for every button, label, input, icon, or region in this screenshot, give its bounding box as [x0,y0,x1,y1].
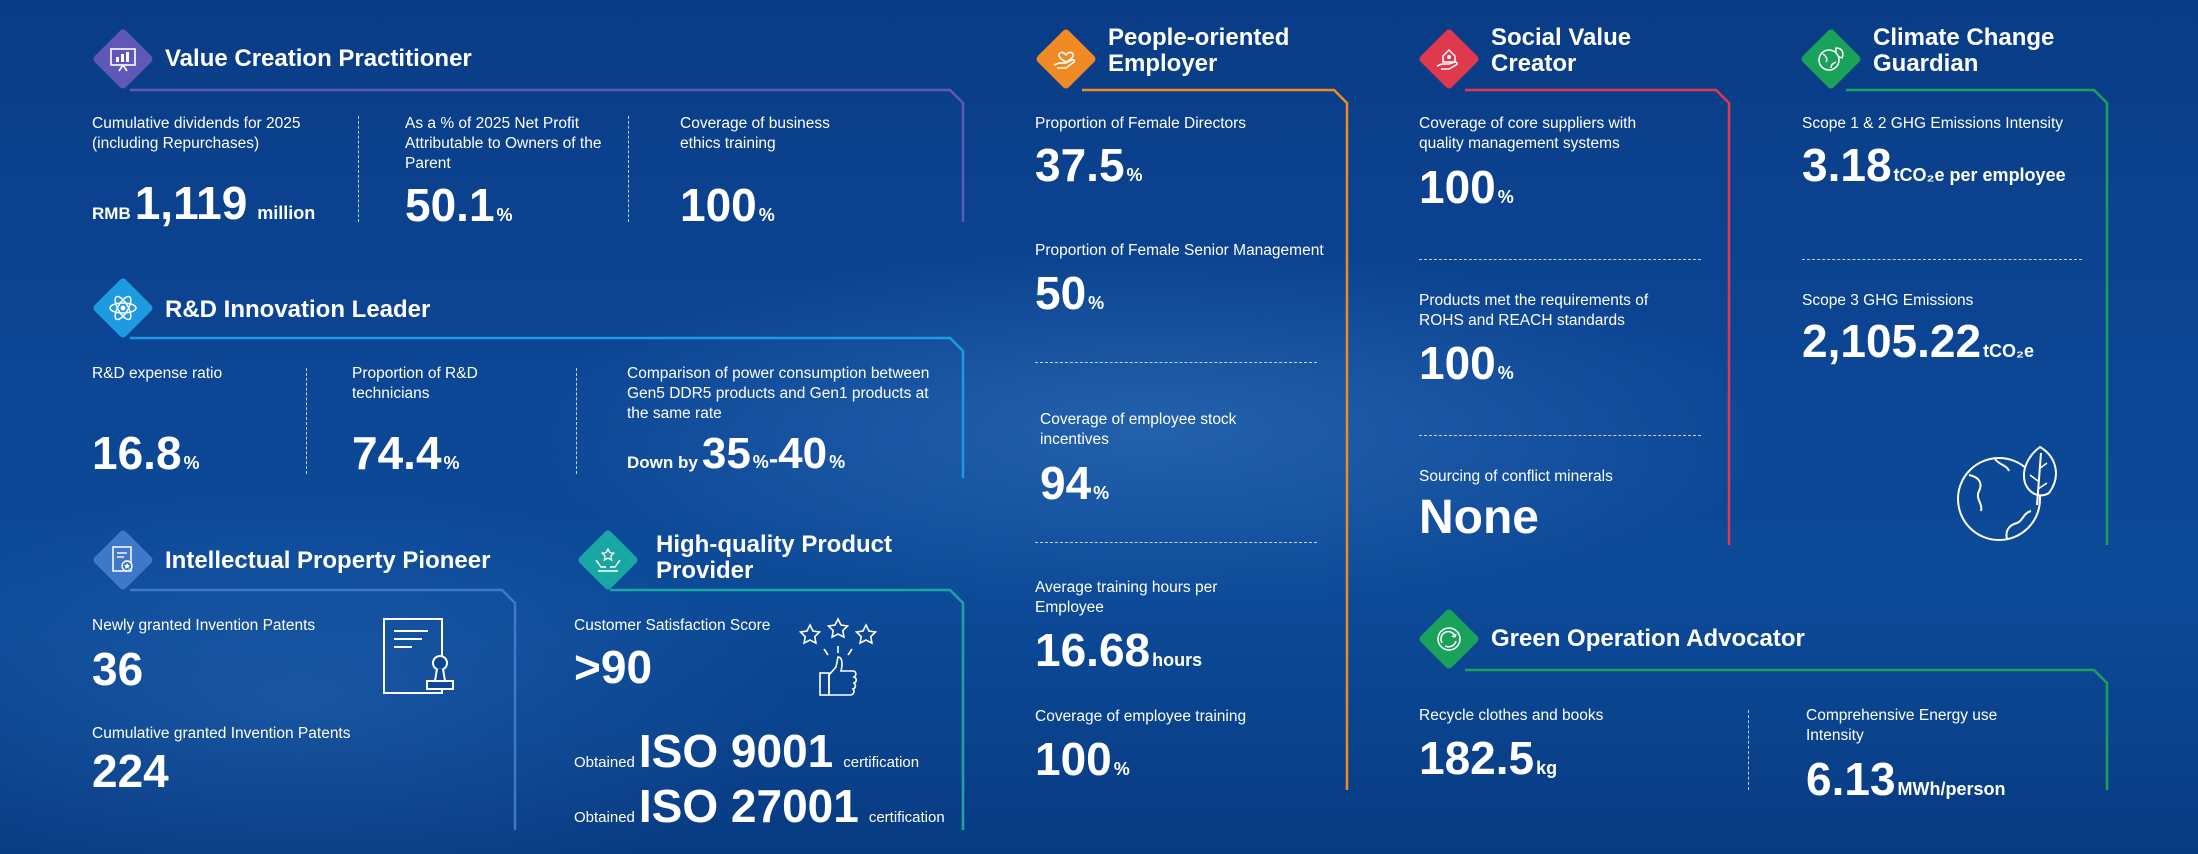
metric-value: 74.4% [352,427,460,479]
metric-label: Proportion of Female Directors [1035,115,1247,132]
metric-label: Recycle clothes and books [1419,707,1604,724]
metric-value: 94% [1040,457,1110,509]
chart-board-icon [110,48,136,72]
hand-heart-icon [1053,51,1076,69]
climate-badge [1799,27,1863,91]
divider [1035,362,1317,363]
quality-badge [576,528,640,592]
metric-label: Proportion of Female Senior Management [1035,242,1324,259]
metric-value: 50.1% [405,179,513,231]
recycle-icon [1437,627,1461,651]
section-title: Climate Change Guardian [1873,24,2055,77]
metric-label: R&D expense ratio [92,365,223,382]
value-creation-badge [91,27,155,91]
divider [1419,259,1701,260]
metric-label: Newly granted Invention Patents [92,617,316,634]
metric-label: Cumulative granted Invention Patents [92,725,351,742]
metric-value: 16.8% [92,427,200,479]
globe-leaf-icon [1818,47,1844,71]
metric-value: 50% [1035,267,1105,319]
metric-value: Down by35 %-40% [627,429,846,478]
metric-label: Coverage of core suppliers with quality … [1419,115,1637,152]
metric-label: Customer Satisfaction Score [574,617,771,634]
metric-value: >90 [574,641,653,693]
certificate-icon [112,546,133,572]
metric-label: Comparison of power consumption between … [627,365,930,422]
people-badge [1034,27,1098,91]
people-frame [1082,88,1349,790]
metric-value: None [1419,491,1539,544]
metric-value: 6.13 MWh/person [1806,753,2006,805]
metric-label: Coverage of employee stock incentives [1040,411,1237,448]
divider [306,368,307,474]
metric-label: Proportion of R&D technicians [352,365,478,402]
hands-star-icon [595,547,621,572]
ip-badge [91,528,155,592]
iso-9001-certification: ObtainedISO 9001 certification [574,725,920,777]
metric-label: Comprehensive Energy use Intensity [1806,707,1998,744]
patent-document-icon [383,618,454,694]
section-title: Intellectual Property Pioneer [165,547,491,574]
metric-label: Cumulative dividends for 2025 (including… [92,115,301,152]
metric-value: 16.68 hours [1035,624,1203,676]
metric-label: Average training hours per Employee [1035,579,1218,616]
section-title: Social Value Creator [1491,24,1632,77]
atom-icon [109,295,137,321]
metric-label: Scope 3 GHG Emissions [1802,292,1974,309]
iso-27001-certification: ObtainedISO 27001 certification [574,780,945,832]
section-title: Green Operation Advocator [1491,625,1805,652]
rd-frame [130,336,965,478]
metric-value: 37.5% [1035,139,1143,191]
metric-value: 3.18 tCO₂e per employee [1802,139,2066,191]
metric-label: Coverage of employee training [1035,708,1247,725]
thumbs-up-stars-icon [798,617,878,696]
metric-label: Sourcing of conflict minerals [1419,468,1613,485]
section-title: R&D Innovation Leader [165,296,431,323]
divider [1035,542,1317,543]
metric-value: 100% [680,179,775,231]
divider [576,368,577,474]
section-title: Value Creation Practitioner [165,45,472,72]
metric-value: 2,105.22 tCO₂e [1802,315,2035,367]
climate-frame [1846,88,2109,545]
section-title: High-quality Product Provider [656,531,892,584]
green-badge [1417,607,1481,671]
divider [1802,259,2082,260]
metric-value: 100% [1419,337,1514,389]
divider [358,116,359,222]
value-creation-frame [130,88,965,222]
divider [1419,435,1701,436]
rd-badge [91,276,155,340]
metric-label: As a % of 2025 Net Profit Attributable t… [405,115,602,172]
ip-frame [130,588,517,830]
social-frame [1465,88,1731,545]
divider [628,116,629,222]
metric-value: 224 [92,745,169,797]
section-title: People-oriented Employer [1108,24,1290,77]
hand-house-icon [1436,48,1458,70]
metric-label: Coverage of business ethics training [680,115,830,152]
metric-value: 36 [92,643,144,695]
divider [1748,710,1749,790]
metric-label: Products met the requirements of ROHS an… [1419,292,1649,329]
metric-value: 100% [1419,161,1514,213]
quality-frame [610,588,965,830]
metric-value: 182.5 kg [1419,732,1558,784]
metric-value: RMB1,119 million [92,177,316,229]
earth-leaf-icon [1957,445,2057,541]
green-frame [1465,668,2109,790]
metric-label: Scope 1 & 2 GHG Emissions Intensity [1802,115,2064,132]
metric-value: 100% [1035,733,1130,785]
social-badge [1417,27,1481,91]
